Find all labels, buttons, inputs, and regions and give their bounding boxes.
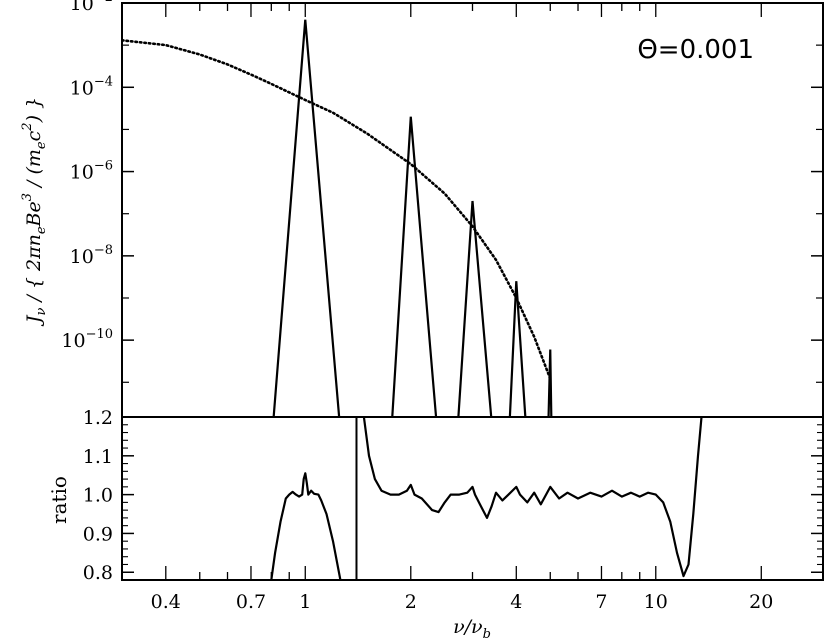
bottom-ticks: 0.8 0.9 1.0 1.1 1.2 0.4 0.7 1 2 4 7 10 20 [83, 407, 824, 613]
top-y-tick-label: 10−6 [70, 159, 113, 184]
x-tick-label: 0.4 [151, 591, 181, 613]
x-tick-label: 20 [749, 591, 773, 613]
harmonic-peak [547, 349, 553, 417]
top-y-axis-label: Jν / { 2πneBe3 / (mec2) } [20, 97, 49, 327]
top-y-tick-label: 10−2 [70, 0, 113, 15]
bottom-y-tick-label: 1.2 [83, 407, 113, 429]
harmonic-peak [391, 116, 438, 417]
top-panel: 10−2 10−4 10−6 10−8 10−10 Θ=0.001 Jν / { 2πn… [20, 0, 824, 418]
bottom-series [270, 417, 703, 580]
bottom-y-tick-label: 0.8 [83, 562, 113, 584]
top-y-tick-label: 10−4 [70, 74, 113, 99]
envelope-curve [122, 39, 552, 381]
harmonic-peak [508, 281, 527, 417]
theta-annotation: Θ=0.001 [637, 35, 754, 65]
bottom-y-axis-label: ratio [47, 476, 71, 524]
x-tick-label: 4 [510, 591, 522, 613]
bottom-panel: 0.8 0.9 1.0 1.1 1.2 0.4 0.7 1 2 4 7 10 20 ratio ν/νb [47, 407, 824, 641]
bottom-y-tick-label: 1.1 [83, 446, 113, 468]
x-tick-label: 10 [644, 591, 668, 613]
x-tick-label: 0.7 [236, 591, 266, 613]
top-y-tick-label: 10−8 [70, 243, 113, 268]
bottom-y-tick-label: 0.9 [83, 523, 113, 545]
ratio-curve [362, 417, 703, 578]
harmonic-peak [457, 200, 493, 417]
x-tick-label: 2 [405, 591, 417, 613]
bottom-panel-frame [121, 416, 824, 581]
bottom-y-tick-label: 1.0 [83, 485, 113, 507]
top-series [122, 19, 553, 417]
top-ticks: 10−2 10−4 10−6 10−8 10−10 [61, 0, 824, 383]
harmonic-peak [272, 19, 341, 417]
x-tick-label: 1 [299, 591, 311, 613]
x-tick-label: 7 [595, 591, 607, 613]
top-y-tick-label: 10−10 [61, 327, 113, 352]
ratio-curve [270, 472, 342, 580]
x-axis-label: ν/νb [453, 616, 491, 641]
